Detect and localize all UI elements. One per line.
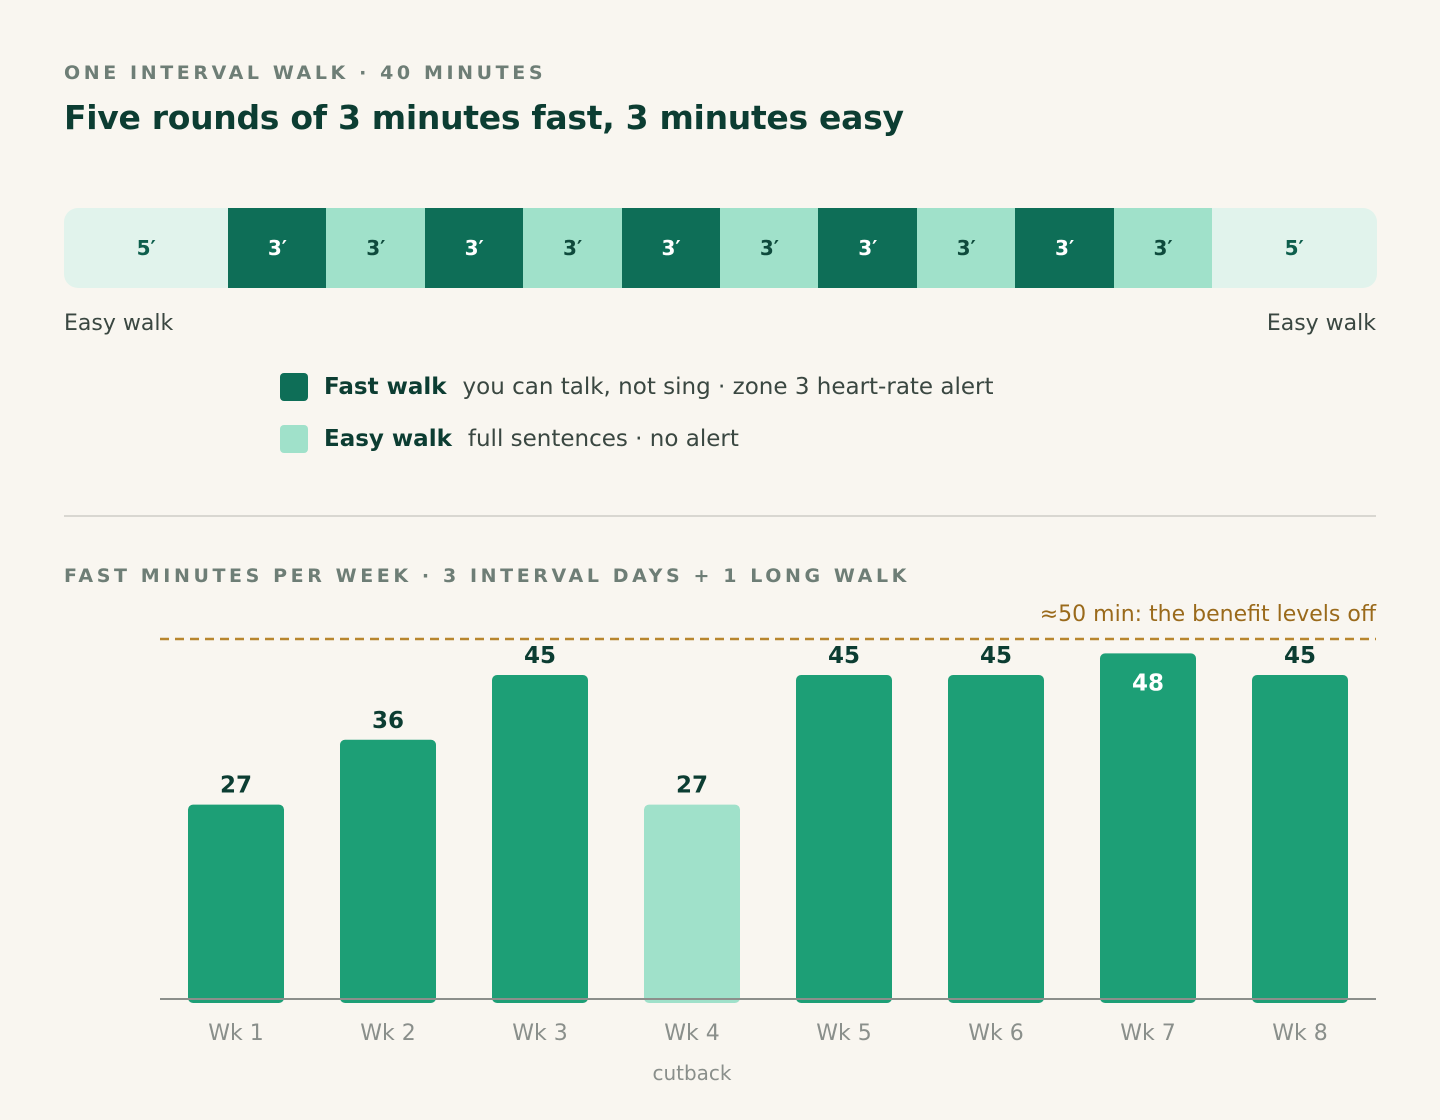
timeline-segment-easy: 3′ <box>326 208 426 288</box>
walk-eyebrow: ONE INTERVAL WALK · 40 MINUTES <box>64 62 547 84</box>
walk-title: Five rounds of 3 minutes fast, 3 minutes… <box>64 98 904 137</box>
x-tick-label: Wk 6 <box>968 1021 1023 1046</box>
legend-fast-desc: you can talk, not sing · zone 3 heart-ra… <box>462 374 994 400</box>
timeline-segment-fast: 3′ <box>424 208 524 288</box>
bar-value-label: 27 <box>220 773 252 799</box>
x-tick-label: Wk 8 <box>1272 1021 1327 1046</box>
bar-5 <box>796 675 892 1003</box>
x-tick-label: Wk 7 <box>1120 1021 1175 1046</box>
chart-title: FAST MINUTES PER WEEK · 3 INTERVAL DAYS … <box>64 565 910 587</box>
x-tick-label: Wk 4 <box>664 1021 719 1046</box>
bar-value-label: 27 <box>676 773 708 799</box>
timeline-segment-fast: 3′ <box>228 208 327 288</box>
x-tick-label: Wk 2 <box>360 1021 415 1046</box>
x-sub-label: cutback <box>652 1061 731 1085</box>
bar-value-label: 45 <box>980 643 1012 669</box>
interval-timeline: 5′ 3′ 3′ 3′ 3′ 3′ 3′ 3′ 3′ 3′ 3′ 5′ <box>64 208 1377 288</box>
timeline-start-label: Easy walk <box>64 311 174 336</box>
bar-value-label: 45 <box>524 643 556 669</box>
bar-value-label: 36 <box>372 708 404 734</box>
timeline-segment-easy: 3′ <box>1113 208 1213 288</box>
legend-fast: Fast walk you can talk, not sing · zone … <box>280 372 994 402</box>
section-divider <box>64 515 1376 517</box>
x-tick-label: Wk 1 <box>208 1021 263 1046</box>
bar-7 <box>1100 653 1196 1003</box>
legend-fast-swatch <box>280 373 308 401</box>
legend-easy-desc: full sentences · no alert <box>467 426 739 452</box>
timeline-segment-warm: 5′ <box>64 208 229 288</box>
bar-6 <box>948 675 1044 1003</box>
bar-8 <box>1252 675 1348 1003</box>
timeline-segment-fast: 3′ <box>1015 208 1115 288</box>
timeline-end-label: Easy walk <box>1266 311 1376 336</box>
threshold-label: ≈50 min: the benefit levels off <box>1039 602 1376 627</box>
legend-easy-name: Easy walk <box>324 426 452 452</box>
bar-value-label: 45 <box>828 643 860 669</box>
legend-easy: Easy walk full sentences · no alert <box>280 424 739 454</box>
timeline-segment-easy: 3′ <box>916 208 1016 288</box>
bar-value-label: 45 <box>1284 643 1316 669</box>
bar-4 <box>644 804 740 1003</box>
bar-2 <box>340 739 436 1003</box>
bar-value-label: 48 <box>1132 670 1164 696</box>
timeline-segment-easy: 3′ <box>720 208 819 288</box>
timeline-segment-easy: 3′ <box>523 208 623 288</box>
legend-easy-swatch <box>280 425 308 453</box>
timeline-segment-warm: 5′ <box>1212 208 1377 288</box>
bar-1 <box>188 804 284 1003</box>
legend-fast-name: Fast walk <box>324 374 447 400</box>
timeline-segment-fast: 3′ <box>621 208 721 288</box>
timeline-segment-fast: 3′ <box>818 208 918 288</box>
x-tick-label: Wk 3 <box>512 1021 567 1046</box>
bar-3 <box>492 675 588 1003</box>
x-tick-label: Wk 5 <box>816 1021 871 1046</box>
